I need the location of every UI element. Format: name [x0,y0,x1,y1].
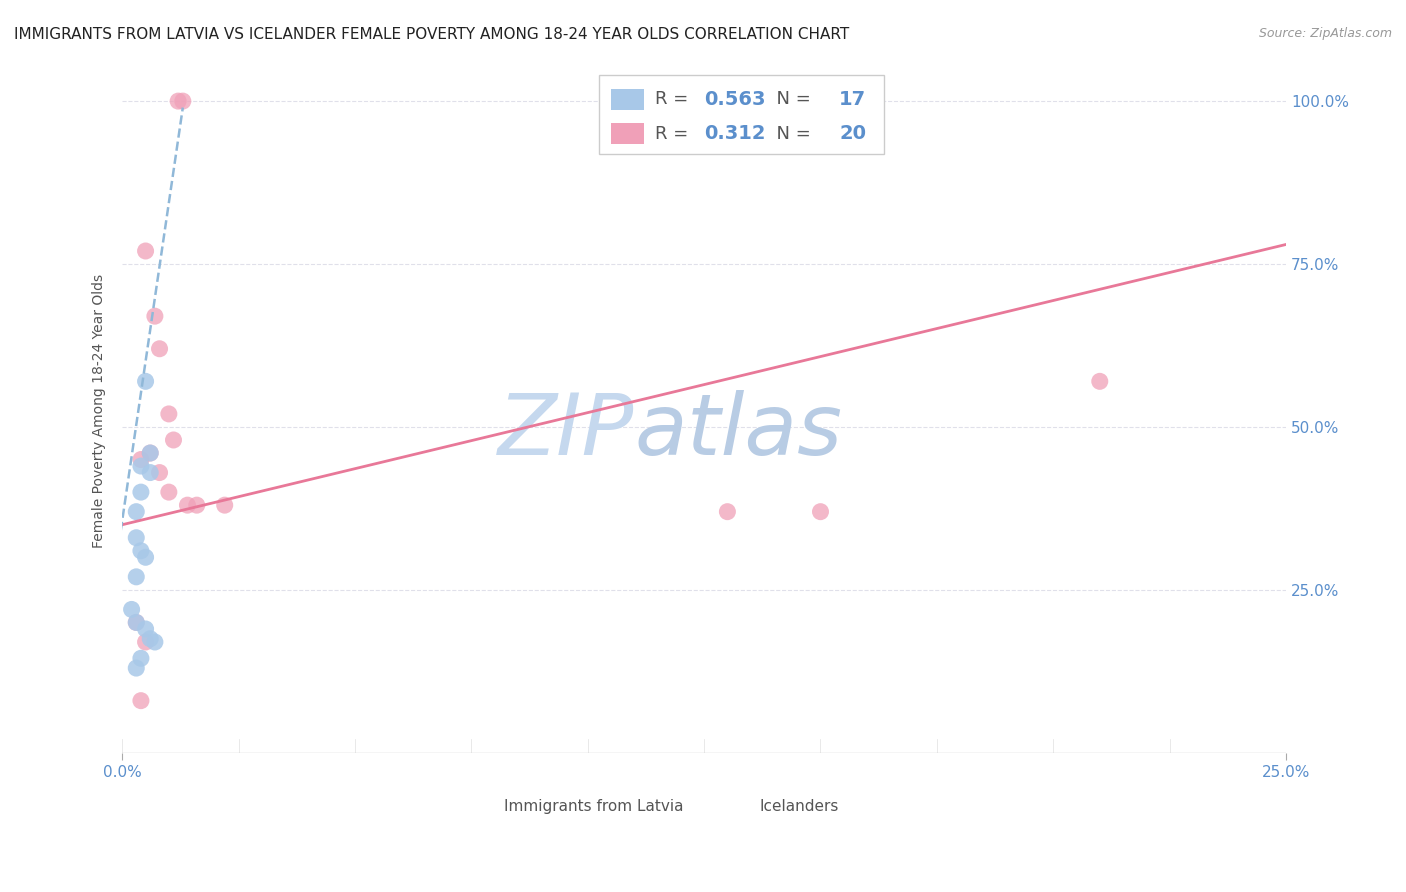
Point [139,466,162,480]
Point [125,615,148,630]
Point [125,615,148,630]
Point [186,498,208,512]
Point [129,693,152,707]
Bar [471,799,496,814]
Text: Icelanders: Icelanders [761,799,839,814]
Text: Source: ZipAtlas.com: Source: ZipAtlas.com [1258,27,1392,40]
Point [148,342,170,356]
Point [135,375,157,389]
Point [176,498,198,512]
Point [129,452,152,467]
Point [135,635,157,649]
Text: 0.312: 0.312 [704,124,766,143]
Point [157,407,180,421]
Text: N =: N = [765,90,823,108]
Point [139,446,162,460]
Bar [599,75,884,154]
Point [143,309,166,323]
Text: 20: 20 [839,124,866,143]
Bar [727,799,754,814]
Point [139,446,162,460]
Point [135,550,157,565]
Text: R =: R = [655,90,700,108]
Text: atlas: atlas [634,390,842,473]
Point [129,458,152,473]
Point [716,505,738,519]
Point [135,244,157,258]
Point [125,505,148,519]
Point [129,651,152,665]
Text: ZIP: ZIP [498,390,634,473]
Point [143,635,166,649]
Point [162,433,184,447]
Bar [612,89,644,110]
Point [148,466,170,480]
Point [1088,375,1111,389]
Point [139,632,162,646]
Y-axis label: Female Poverty Among 18-24 Year Olds: Female Poverty Among 18-24 Year Olds [93,274,107,548]
Point [129,485,152,500]
Point [125,570,148,584]
Point [125,531,148,545]
Text: IMMIGRANTS FROM LATVIA VS ICELANDER FEMALE POVERTY AMONG 18-24 YEAR OLDS CORRELA: IMMIGRANTS FROM LATVIA VS ICELANDER FEMA… [14,27,849,42]
Text: 17: 17 [839,90,866,109]
Point [167,94,190,108]
Text: N =: N = [765,125,823,143]
Point [214,498,236,512]
Text: R =: R = [655,125,700,143]
Text: 0.563: 0.563 [704,90,766,109]
Point [157,485,180,500]
Point [135,622,157,636]
Point [172,94,194,108]
Text: Immigrants from Latvia: Immigrants from Latvia [503,799,683,814]
Point [129,543,152,558]
Point [121,602,143,616]
Point [810,505,832,519]
Point [125,661,148,675]
Bar [612,123,644,144]
